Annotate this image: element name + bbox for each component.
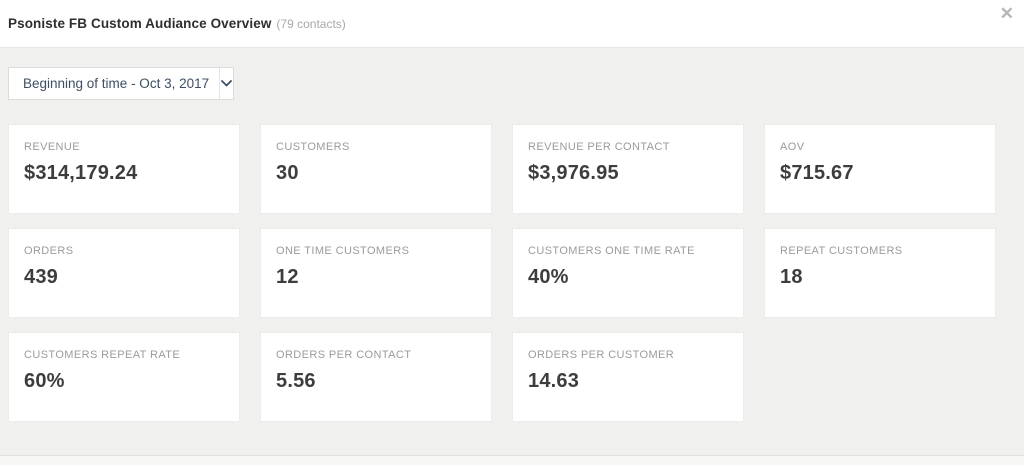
modal-header: Psoniste FB Custom Audiance Overview (79… — [0, 0, 1024, 47]
metric-label: REPEAT CUSTOMERS — [780, 245, 903, 257]
metric-label: ORDERS PER CONTACT — [276, 349, 412, 361]
metric-card-orders-per-contact: ORDERS PER CONTACT 5.56 — [260, 332, 492, 422]
metric-label: CUSTOMERS ONE TIME RATE — [528, 245, 695, 257]
metric-label: ORDERS — [24, 245, 74, 257]
modal-body: Beginning of time - Oct 3, 2017 REVENUE … — [0, 47, 1024, 456]
metric-label: AOV — [780, 141, 805, 153]
metric-card-one-time-customers: ONE TIME CUSTOMERS 12 — [260, 228, 492, 318]
metric-label: CUSTOMERS REPEAT RATE — [24, 349, 181, 361]
date-range-dropdown[interactable]: Beginning of time - Oct 3, 2017 — [8, 67, 234, 100]
metric-value: $314,179.24 — [24, 162, 138, 184]
metric-card-revenue-per-contact: REVENUE PER CONTACT $3,976.95 — [512, 124, 744, 214]
metric-value: 14.63 — [528, 370, 580, 392]
metric-value: $715.67 — [780, 162, 854, 184]
metric-value: 439 — [24, 266, 58, 288]
metric-value: 30 — [276, 162, 299, 184]
metric-label: CUSTOMERS — [276, 141, 350, 153]
metric-value: $3,976.95 — [528, 162, 619, 184]
metric-value: 12 — [276, 266, 299, 288]
metrics-grid: REVENUE $314,179.24 CUSTOMERS 30 REVENUE… — [8, 124, 996, 422]
date-range-label: Beginning of time - Oct 3, 2017 — [23, 76, 210, 91]
metric-card-customers-repeat-rate: CUSTOMERS REPEAT RATE 60% — [8, 332, 240, 422]
metric-value: 40% — [528, 266, 569, 288]
metric-card-customers: CUSTOMERS 30 — [260, 124, 492, 214]
metric-value: 18 — [780, 266, 803, 288]
metric-label: ONE TIME CUSTOMERS — [276, 245, 410, 257]
contacts-count: (79 contacts) — [276, 17, 346, 31]
metric-label: ORDERS PER CUSTOMER — [528, 349, 675, 361]
modal-footer — [0, 456, 1024, 465]
metric-card-repeat-customers: REPEAT CUSTOMERS 18 — [764, 228, 996, 318]
chevron-down-icon — [219, 68, 233, 99]
metric-label: REVENUE PER CONTACT — [528, 141, 670, 153]
metric-card-revenue: REVENUE $314,179.24 — [8, 124, 240, 214]
metric-card-aov: AOV $715.67 — [764, 124, 996, 214]
close-icon[interactable]: ✕ — [999, 4, 1014, 23]
metric-card-customers-one-time-rate: CUSTOMERS ONE TIME RATE 40% — [512, 228, 744, 318]
page-title: Psoniste FB Custom Audiance Overview — [8, 16, 272, 31]
metric-card-orders: ORDERS 439 — [8, 228, 240, 318]
metric-card-orders-per-customer: ORDERS PER CUSTOMER 14.63 — [512, 332, 744, 422]
title-wrap: Psoniste FB Custom Audiance Overview (79… — [8, 16, 346, 31]
metric-label: REVENUE — [24, 141, 80, 153]
metric-value: 5.56 — [276, 370, 316, 392]
metric-value: 60% — [24, 370, 65, 392]
